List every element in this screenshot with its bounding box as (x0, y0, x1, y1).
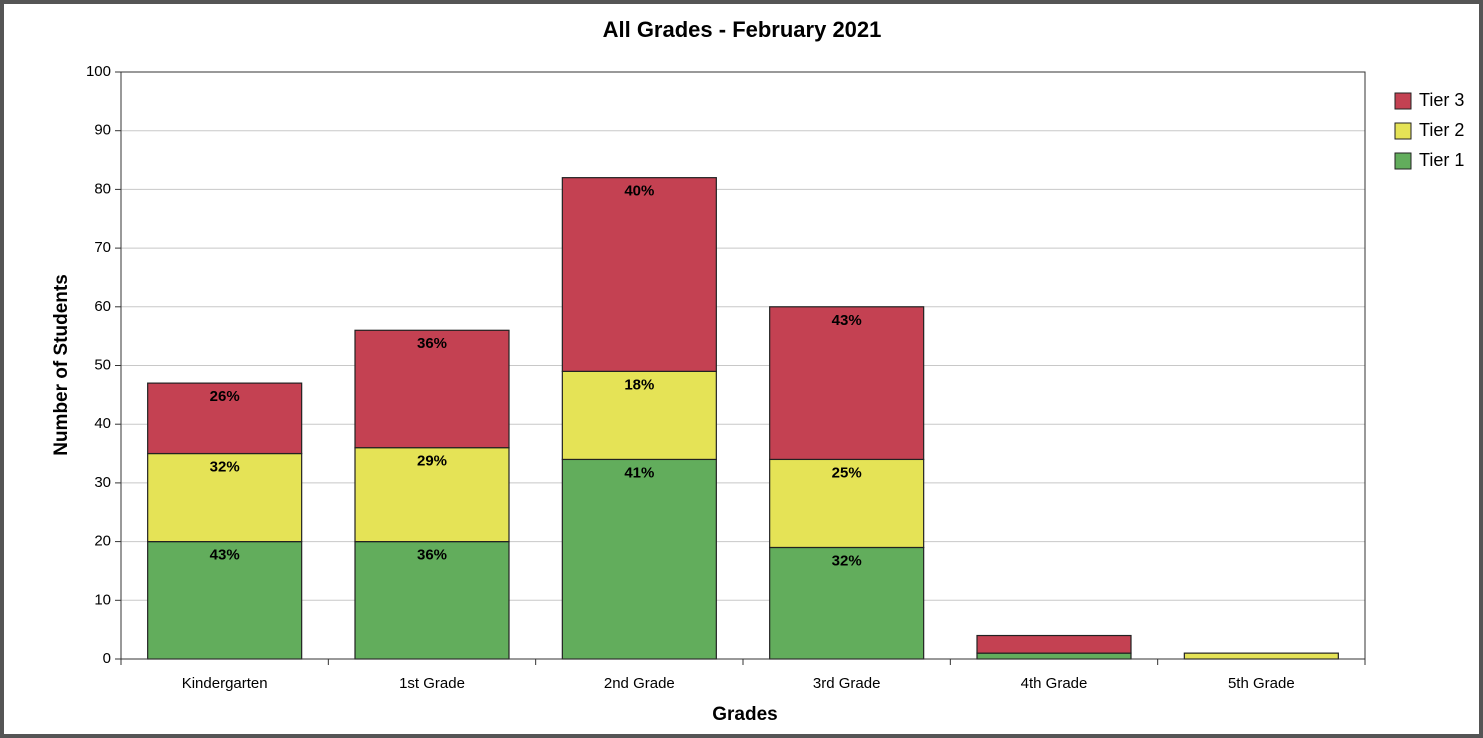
y-tick-label: 10 (94, 591, 111, 608)
x-axis-label: Grades (712, 704, 777, 725)
data-label: 41% (624, 464, 654, 481)
data-label: 40% (624, 183, 654, 200)
y-tick-label: 20 (94, 533, 111, 550)
y-tick-label: 50 (94, 356, 111, 373)
legend-swatch (1394, 152, 1412, 170)
legend-label: Tier 2 (1419, 120, 1464, 140)
bar-segment (976, 634, 1132, 654)
data-label: 43% (832, 312, 862, 329)
bar-segment (561, 370, 717, 461)
y-tick-label: 40 (94, 415, 111, 432)
bar-segment (147, 382, 303, 455)
bar-segment (354, 447, 510, 543)
bar-segment (769, 306, 925, 461)
y-tick-label: 60 (94, 298, 111, 315)
data-label: 43% (210, 547, 240, 564)
x-tick-label: 2nd Grade (604, 675, 675, 692)
x-tick-label: 5th Grade (1228, 675, 1295, 692)
bar-segment (1183, 652, 1339, 660)
y-tick-label: 30 (94, 474, 111, 491)
x-tick-label: 3rd Grade (813, 675, 881, 692)
legend-swatch (1394, 92, 1412, 110)
y-axis-label: Number of Students (51, 274, 72, 456)
data-label: 26% (210, 388, 240, 405)
x-tick-label: 4th Grade (1021, 675, 1088, 692)
data-label: 18% (624, 376, 654, 393)
bar-segment (769, 546, 925, 660)
bar-segment (561, 458, 717, 660)
legend-label: Tier 3 (1419, 90, 1464, 110)
bar-segment (147, 452, 303, 543)
data-label: 29% (417, 453, 447, 470)
bar-segment (354, 540, 510, 660)
bar-segment (354, 329, 510, 449)
data-label: 32% (832, 552, 862, 569)
bar-segment (976, 652, 1132, 660)
data-label: 32% (210, 459, 240, 476)
legend-swatch (1394, 122, 1412, 140)
y-tick-label: 70 (94, 239, 111, 256)
data-label: 25% (832, 464, 862, 481)
legend-label: Tier 1 (1419, 150, 1464, 170)
y-tick-label: 80 (94, 180, 111, 197)
y-tick-label: 90 (94, 122, 111, 139)
y-tick-label: 100 (86, 63, 111, 80)
y-tick-label: 0 (103, 650, 111, 667)
bar-segment (769, 458, 925, 549)
bar-segment (561, 177, 717, 372)
data-label: 36% (417, 547, 447, 564)
x-tick-label: Kindergarten (182, 675, 268, 692)
data-label: 36% (417, 335, 447, 352)
chart-title: All Grades - February 2021 (603, 17, 882, 42)
x-tick-label: 1st Grade (399, 675, 465, 692)
